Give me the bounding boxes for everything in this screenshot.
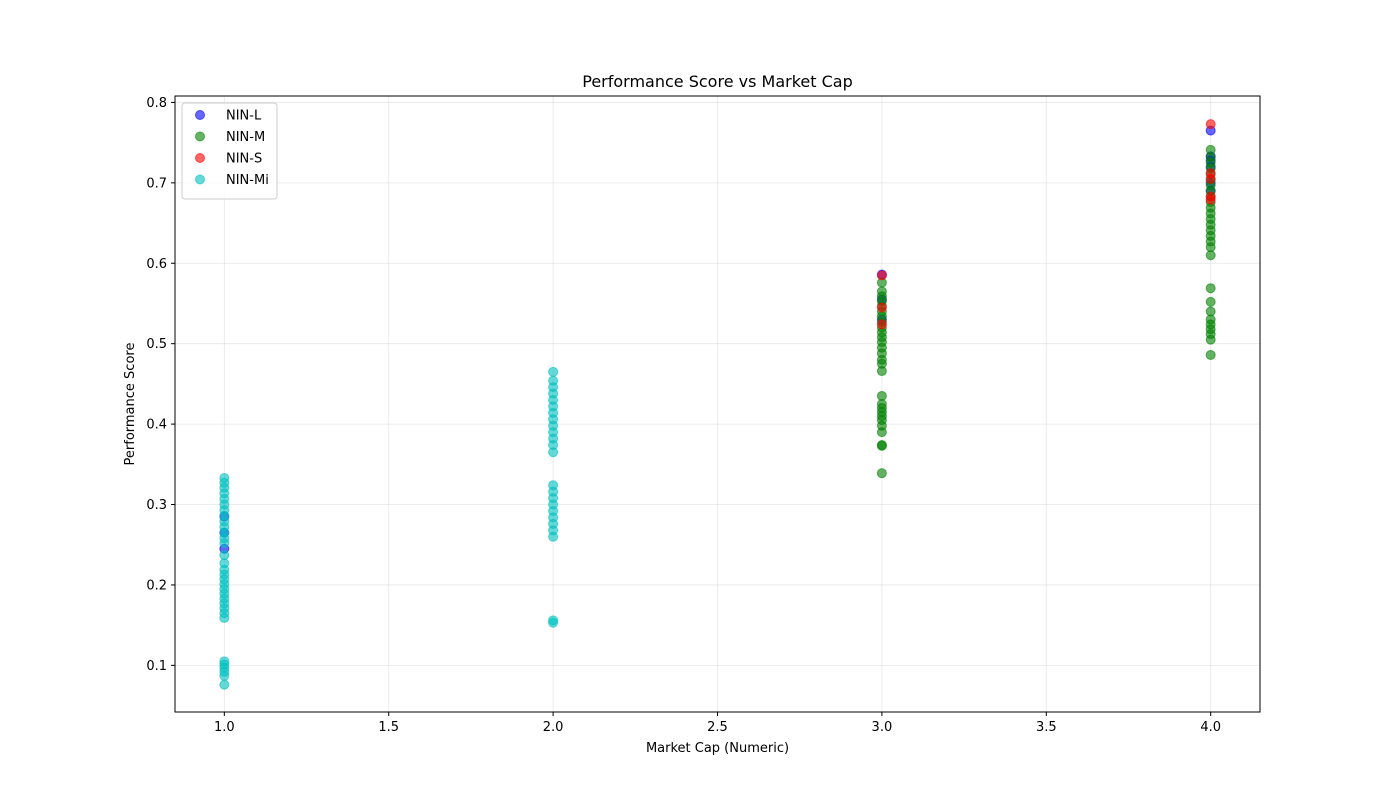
data-point [548,615,559,626]
data-point [1205,349,1216,360]
legend-label: NIN-Mi [226,173,269,188]
data-point [876,270,887,281]
y-tick-label: 0.7 [146,176,167,191]
data-point [876,319,887,330]
series-nin-mi [219,366,559,690]
data-point [219,550,230,561]
data-point [1205,296,1216,307]
data-point [876,302,887,313]
x-axis-ticks: 1.0 1.5 2.0 2.5 3.0 3.5 4.0 [214,712,1221,735]
x-tick-label: 2.5 [707,720,728,735]
legend-label: NIN-S [226,152,262,167]
data-point [1205,173,1216,184]
data-point [1205,283,1216,294]
x-tick-label: 2.0 [543,720,564,735]
series-nin-s [876,119,1216,330]
data-point [876,286,887,297]
data-point [1205,194,1216,205]
data-point [1205,306,1216,317]
data-point [1205,119,1216,130]
x-tick-label: 3.5 [1036,720,1057,735]
data-point [1205,144,1216,155]
data-point [548,366,559,377]
y-tick-label: 0.2 [146,578,167,593]
chart-title: Performance Score vs Market Cap [582,72,852,91]
data-point [219,472,230,483]
data-point [219,679,230,690]
legend-marker [195,153,205,163]
series-nin-m [876,144,1216,479]
grid [175,96,1260,712]
data-point [548,480,559,491]
x-axis-label: Market Cap (Numeric) [646,741,789,756]
data-point [876,390,887,401]
data-point [876,440,887,451]
x-tick-label: 1.0 [214,720,235,735]
legend-frame [181,102,278,200]
legend-marker [195,174,205,185]
y-tick-label: 0.4 [146,418,167,433]
y-axis-label: Performance Score [123,343,138,466]
legend-marker [195,131,205,142]
data-point [876,468,887,479]
data-point [548,375,559,386]
x-tick-label: 4.0 [1200,720,1221,735]
legend-label: NIN-L [226,109,262,124]
x-tick-label: 3.0 [872,720,893,735]
legend-marker [195,110,205,120]
data-point [219,656,230,667]
y-tick-label: 0.5 [146,337,167,352]
data-points [219,119,1216,690]
y-tick-label: 0.8 [146,96,167,111]
legend-label: NIN-M [226,130,265,145]
y-tick-label: 0.1 [146,659,167,674]
y-axis-ticks: 0.1 0.2 0.3 0.4 0.5 0.6 0.7 0.8 [146,96,175,674]
y-tick-label: 0.3 [146,498,167,513]
x-tick-label: 1.5 [378,720,399,735]
y-tick-label: 0.6 [146,257,167,272]
legend: NIN-L NIN-M NIN-S NIN-Mi [181,102,278,200]
